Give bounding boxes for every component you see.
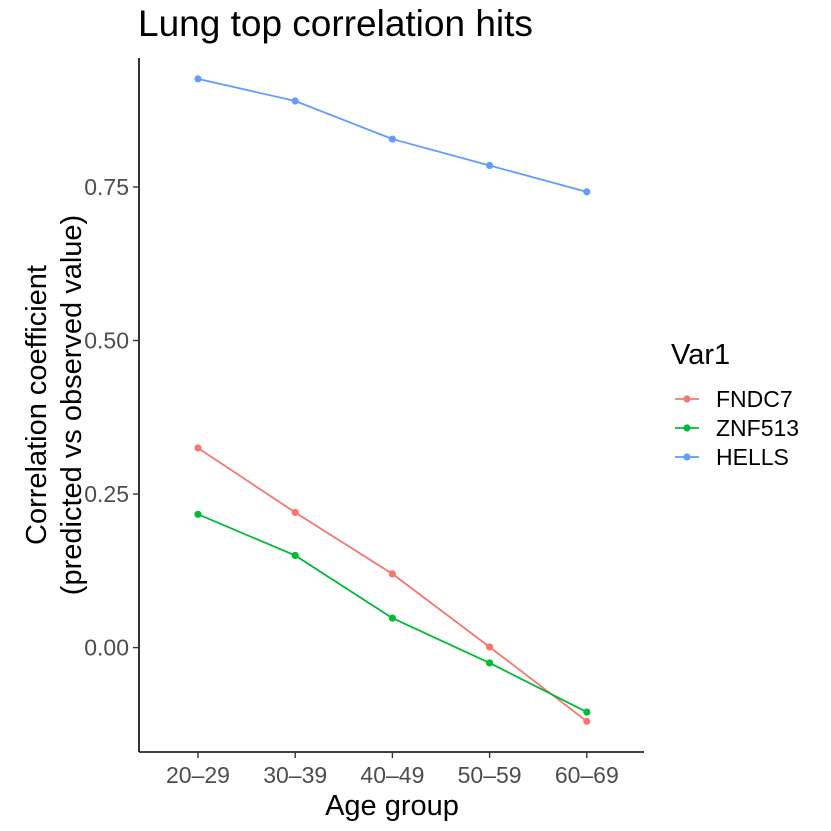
legend-key-point [683,424,691,432]
series-line-znf513 [197,513,588,713]
legend-items: FNDC7 ZNF513 HELLS [675,386,799,470]
legend-label: FNDC7 [716,386,793,412]
data-point-fndc7 [291,508,299,517]
x-tick-label: 20–29 [166,762,230,788]
series-fndc7 [194,444,591,725]
y-tick-label: 0.75 [84,174,129,200]
data-point-fndc7 [583,717,591,725]
series-layer [194,75,591,725]
legend: Var1 FNDC7 ZNF513 HELLS [671,339,799,470]
data-point-hells [291,97,299,105]
data-point-hells [388,135,396,143]
data-point-hells [486,161,494,170]
data-point-fndc7 [486,643,494,651]
x-tick-label: 30–39 [263,762,327,788]
y-axis-title-line-1: Correlation coefficient [21,265,53,545]
legend-item-znf513: ZNF513 [675,415,799,441]
legend-item-hells: HELLS [675,444,789,470]
data-point-znf513 [388,614,396,622]
legend-key-point [683,453,691,461]
y-tick-label: 0.25 [84,481,129,507]
y-axis-title: Correlation coefficient (predicted vs ob… [21,215,88,595]
data-point-znf513 [194,510,202,518]
y-tick-label: 0.00 [84,635,129,661]
series-line-fndc7 [197,447,588,723]
data-point-znf513 [291,551,299,560]
data-point-hells [194,75,202,83]
legend-item-fndc7: FNDC7 [675,386,793,412]
chart-title: Lung top correlation hits [138,3,533,44]
data-point-fndc7 [194,444,202,452]
x-tick-label: 50–59 [458,762,522,788]
x-axis-title: Age group [325,790,459,822]
x-tick-label: 40–49 [360,762,424,788]
legend-label: ZNF513 [716,415,799,441]
axes: 0.00 0.25 0.50 0.75 20–29 30–39 40–49 50–59 60–6… [84,58,644,788]
x-tick-label: 60–69 [555,762,619,788]
legend-label: HELLS [716,444,789,470]
data-point-hells [583,188,591,196]
data-point-fndc7 [388,570,396,578]
data-point-znf513 [583,708,591,716]
legend-title: Var1 [671,339,730,371]
y-axis-title-line-2: (predicted vs observed value) [56,215,88,595]
y-tick-label: 0.50 [84,328,129,354]
data-point-znf513 [486,659,494,667]
legend-key-point [683,395,691,403]
series-hells [194,75,591,196]
series-znf513 [194,510,591,716]
series-line-hells [197,78,588,193]
